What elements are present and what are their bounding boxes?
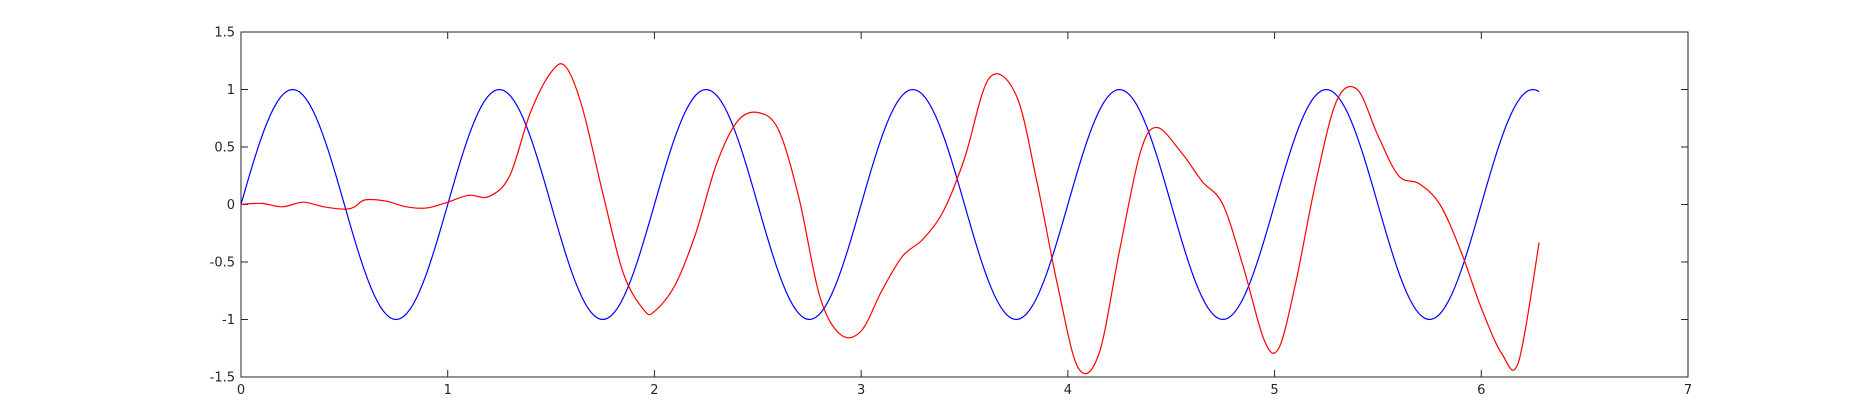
y-tick-label: 1.5 [214, 26, 235, 41]
x-tick-label: 6 [1477, 383, 1485, 398]
x-tick-label: 5 [1270, 383, 1278, 398]
x-tick-labels: 0 1 2 3 4 5 6 7 [237, 383, 1692, 398]
x-tick-label: 3 [857, 383, 865, 398]
x-tick-label: 4 [1064, 383, 1072, 398]
y-tick-labels: -1.5 -1 -0.5 0 0.5 1 1.5 [210, 26, 235, 386]
x-tick-label: 0 [237, 383, 245, 398]
y-tick-label: 1 [227, 83, 235, 98]
x-tick-label: 7 [1684, 383, 1692, 398]
axis-ticks [240, 31, 1689, 378]
x-tick-label: 1 [444, 383, 452, 398]
y-tick-label: 0.5 [214, 141, 235, 156]
y-tick-label: 0 [227, 198, 235, 213]
x-tick-label: 2 [650, 383, 658, 398]
series-line-1 [240, 63, 1540, 375]
y-tick-label: -1 [222, 313, 235, 328]
series-line-0 [240, 88, 1540, 321]
y-tick-label: -1.5 [210, 371, 235, 386]
series-layer [240, 63, 1540, 375]
y-tick-label: -0.5 [210, 256, 235, 271]
